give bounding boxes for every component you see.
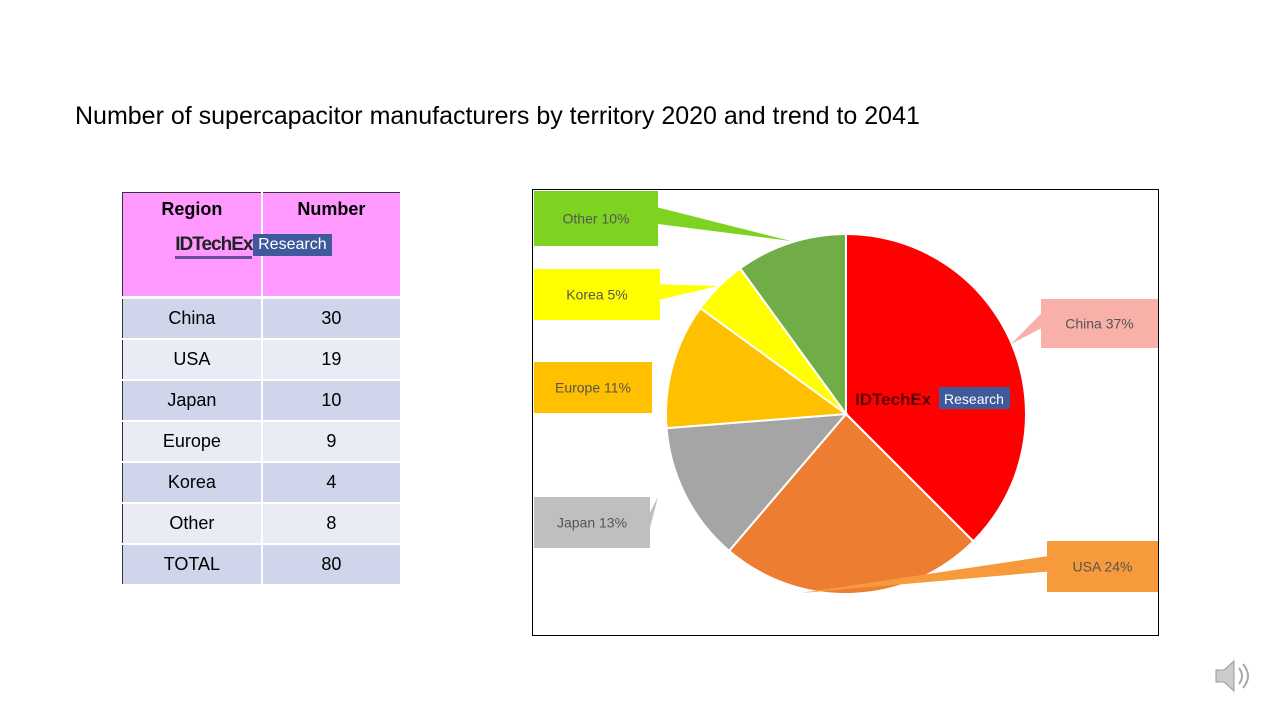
cell-number: 9 [261,421,403,463]
watermark-tag: Research [944,391,1004,407]
data-label: Europe 11% [555,380,631,396]
callout-pointer [660,284,718,300]
pie-slice-europe [665,306,849,430]
cell-region: TOTAL [122,544,263,586]
cell-number: 4 [261,462,403,504]
watermark-tag-bg [939,387,1010,409]
header-number: Number Research [253,192,403,299]
watermark-brand: IDTechEx [855,390,932,409]
callout-box [534,269,660,320]
cell-region: China [122,297,263,340]
cell-region: Europe [122,421,263,463]
table-row: Other 8 [122,503,403,545]
manufacturers-table: Region IDTechEx Number Research China 30 U… [122,192,403,586]
table-row: TOTAL 80 [122,544,403,586]
cell-number: 30 [261,297,403,340]
cell-number: 19 [261,339,403,381]
table-row: Japan 10 [122,380,403,422]
data-label: Other 10% [563,211,630,227]
pie-slice-usa [727,412,975,595]
cell-region: Korea [122,462,263,504]
idtechex-logo: IDTechEx [175,234,253,259]
callout-pointer [650,497,658,528]
table-row: Korea 4 [122,462,403,504]
data-label: China 37% [1065,316,1134,332]
callout-pointer [801,556,1047,593]
header-number-label: Number [297,199,366,219]
callout-box [1041,299,1158,348]
cell-number: 8 [261,503,403,545]
pie-chart-frame: China 37% USA 24% Japan 13% Europe 11% Korea… [532,189,1159,636]
logo-brand: IDTechEx [175,234,253,259]
cell-number: 80 [261,544,403,586]
cell-region: Other [122,503,263,545]
pie-chart: China 37% USA 24% Japan 13% Europe 11% Korea… [534,191,1158,595]
cell-number: 10 [261,380,403,422]
cell-region: USA [122,339,263,381]
logo-tag: Research [253,234,332,256]
table-row: China 30 [122,297,403,340]
header-region: Region IDTechEx [122,192,263,299]
pie-slice-china [845,232,1027,543]
table-row: USA 19 [122,339,403,381]
speaker-icon[interactable] [1212,656,1256,696]
header-region-label: Region [161,199,223,219]
callout-box [534,497,650,548]
callout-pointer [1011,313,1041,344]
data-label: USA 24% [1073,559,1133,575]
callout-pointer [658,207,791,241]
callout-box [1047,541,1158,592]
pie-slice-japan [665,412,849,553]
data-label: Korea 5% [566,287,627,303]
slide-title: Number of supercapacitor manufacturers b… [75,102,920,130]
table-row: Europe 9 [122,421,403,463]
callout-box [534,191,658,246]
cell-region: Japan [122,380,263,422]
callout-box [534,362,652,413]
data-label: Japan 13% [557,515,627,531]
research-logo: Research [247,234,332,256]
pie-slice-other [738,232,847,418]
